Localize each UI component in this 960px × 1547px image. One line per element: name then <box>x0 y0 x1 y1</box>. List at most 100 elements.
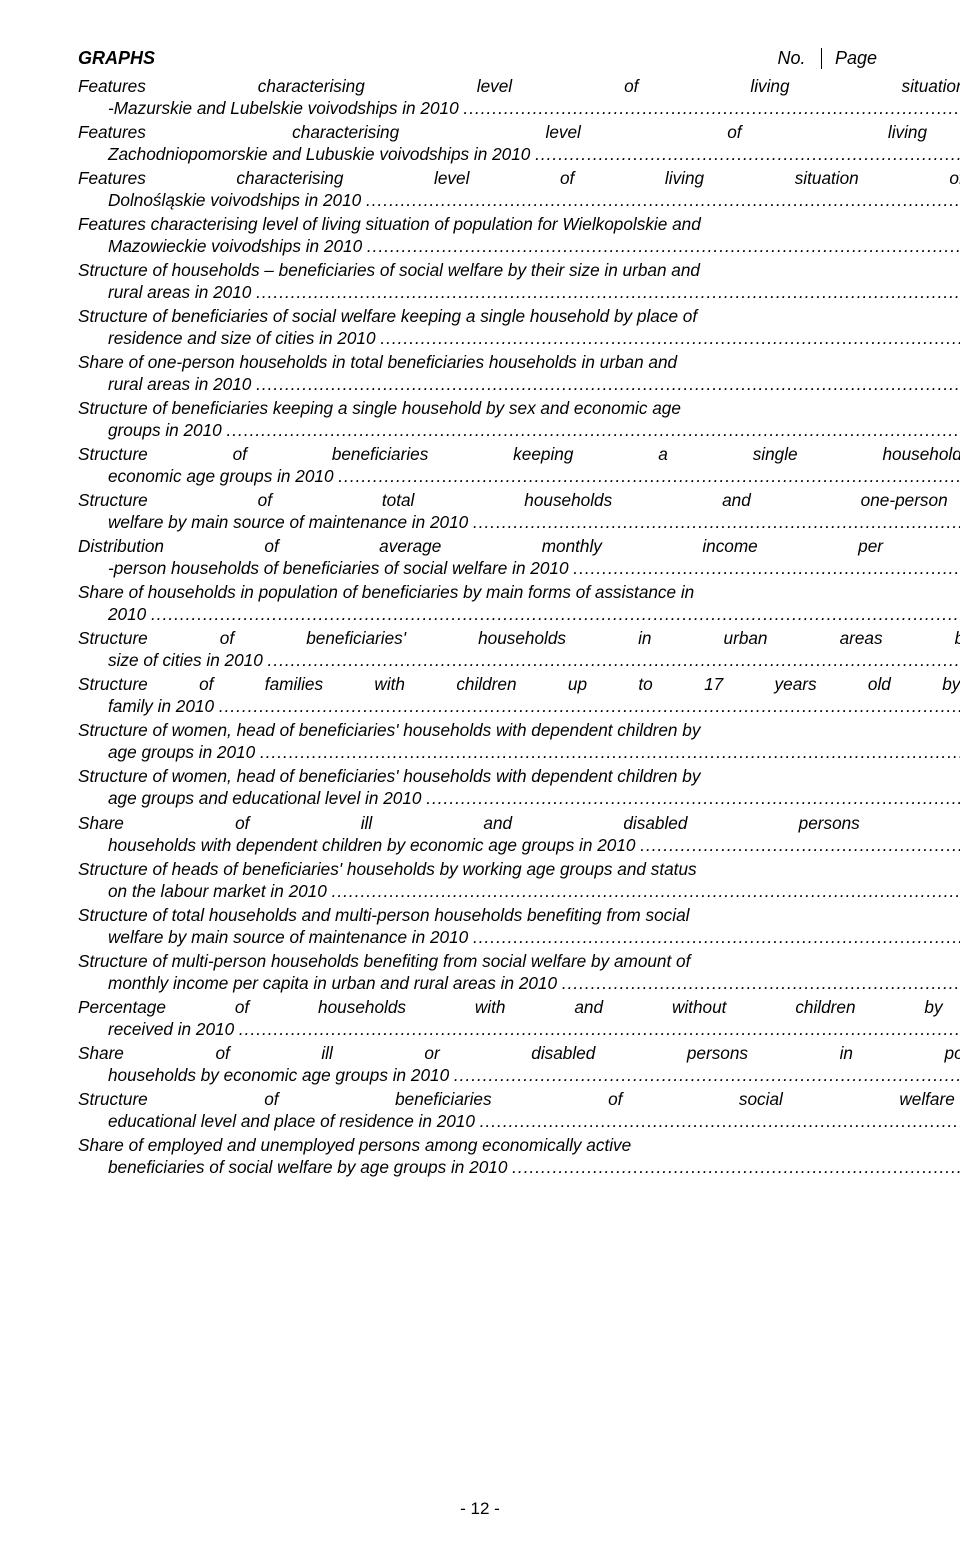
toc-entry-text: Structure of beneficiaries of social wel… <box>78 1088 960 1132</box>
leader-dots: ........................................… <box>473 511 960 533</box>
toc-entry: Structure of total households and one-pe… <box>78 489 882 533</box>
leader-dots: ........................................… <box>463 97 960 119</box>
leader-dots: ........................................… <box>535 143 960 165</box>
leader-dots: ........................................… <box>562 972 960 994</box>
toc-entry-text: Share of households in population of ben… <box>78 581 960 625</box>
leader-dots: ........................................… <box>260 741 960 763</box>
toc-line-last: groups in 2010 <box>108 419 227 441</box>
toc-line-last: 2010 <box>108 603 151 625</box>
toc-entry: Structure of total households and multi-… <box>78 904 882 948</box>
toc-entry: Structure of households – beneficiaries … <box>78 259 882 303</box>
toc-line: Structure of beneficiaries of social wel… <box>78 305 960 327</box>
toc-line-last: Zachodniopomorskie and Lubuskie voivodsh… <box>108 143 535 165</box>
toc-entry: Share of ill and disabled persons in pop… <box>78 812 882 856</box>
toc-entry-text: Structure of women, head of beneficiarie… <box>78 765 960 809</box>
toc-line-last: economic age groups in 2010 <box>108 465 338 487</box>
toc-entry: Distribution of average monthly income p… <box>78 535 882 579</box>
leader-dots: ........................................… <box>640 834 960 856</box>
toc-line-last: size of cities in 2010 <box>108 649 268 671</box>
toc-header-columns: No. Page <box>762 48 882 69</box>
toc-entry: Structure of beneficiaries' households i… <box>78 627 882 671</box>
toc-entry-text: Structure of total households and one-pe… <box>78 489 960 533</box>
toc-line: Features characterising level of living … <box>78 121 960 143</box>
toc-line-last: age groups in 2010 <box>108 741 260 763</box>
toc-line-last: households by economic age groups in 201… <box>108 1064 454 1086</box>
toc-entry-text: Structure of beneficiaries' households i… <box>78 627 960 671</box>
toc-entry: Structure of beneficiaries keeping a sin… <box>78 397 882 441</box>
leader-dots: ........................................… <box>332 880 960 902</box>
toc-entry: Features characterising level of living … <box>78 75 882 119</box>
toc-line: Structure of households – beneficiaries … <box>78 259 960 281</box>
leader-dots: ........................................… <box>227 419 960 441</box>
toc-entry-text: Percentage of households with and withou… <box>78 996 960 1040</box>
toc-entry-text: Structure of beneficiaries keeping a sin… <box>78 397 960 441</box>
page-number: - 12 - <box>0 1499 960 1519</box>
leader-dots: ........................................… <box>426 787 960 809</box>
leader-dots: ........................................… <box>239 1018 960 1040</box>
toc-line-last: received in 2010 <box>108 1018 239 1040</box>
toc-line: Features characterising level of living … <box>78 75 960 97</box>
leader-dots: ........................................… <box>366 189 960 211</box>
toc-line-last: -Mazurskie and Lubelskie voivodships in … <box>108 97 463 119</box>
toc-line: Structure of beneficiaries' households i… <box>78 627 960 649</box>
toc-line-last: rural areas in 2010 <box>108 373 256 395</box>
document-page: GRAPHS No. Page Features characterising … <box>0 0 960 1547</box>
toc-entry-text: Features characterising level of living … <box>78 213 960 257</box>
toc-line: Percentage of households with and withou… <box>78 996 960 1018</box>
toc-entry: Structure of beneficiaries of social wel… <box>78 305 882 349</box>
toc-line-last: educational level and place of residence… <box>108 1110 480 1132</box>
toc-entry: Features characterising level of living … <box>78 213 882 257</box>
toc-entry-text: Features characterising level of living … <box>78 75 960 119</box>
toc-line: Distribution of average monthly income p… <box>78 535 960 557</box>
toc-line-last: Mazowieckie voivodships in 2010 <box>108 235 367 257</box>
toc-line-last: welfare by main source of maintenance in… <box>108 511 473 533</box>
toc-line: Structure of women, head of beneficiarie… <box>78 765 960 787</box>
toc-line-last: residence and size of cities in 2010 <box>108 327 380 349</box>
toc-line: Share of ill or disabled persons in popu… <box>78 1042 960 1064</box>
toc-line: Share of employed and unemployed persons… <box>78 1134 960 1156</box>
leader-dots: ........................................… <box>219 695 960 717</box>
toc-line: Features characterising level of living … <box>78 167 960 189</box>
toc-entry-text: Share of one-person households in total … <box>78 351 960 395</box>
toc-entry: Structure of women, head of beneficiarie… <box>78 765 882 809</box>
toc-entry: Features characterising level of living … <box>78 167 882 211</box>
leader-dots: ........................................… <box>454 1064 960 1086</box>
toc-line: Structure of beneficiaries keeping a sin… <box>78 443 960 465</box>
toc-entry: Percentage of households with and withou… <box>78 996 882 1040</box>
leader-dots: ........................................… <box>256 281 960 303</box>
leader-dots: ........................................… <box>367 235 960 257</box>
toc-entry: Features characterising level of living … <box>78 121 882 165</box>
toc-line-last: beneficiaries of social welfare by age g… <box>108 1156 512 1178</box>
leader-dots: ........................................… <box>151 603 960 625</box>
toc-line-last: age groups and educational level in 2010 <box>108 787 426 809</box>
toc-title: GRAPHS <box>78 48 155 69</box>
toc-entry: Share of households in population of ben… <box>78 581 882 625</box>
leader-dots: ........................................… <box>512 1156 960 1178</box>
toc-entry-text: Features characterising level of living … <box>78 121 960 165</box>
toc-line-last: -person households of beneficiaries of s… <box>108 557 573 579</box>
toc-line: Features characterising level of living … <box>78 213 960 235</box>
toc-entry: Share of employed and unemployed persons… <box>78 1134 882 1178</box>
toc-entry: Structure of beneficiaries keeping a sin… <box>78 443 882 487</box>
toc-line-last: households with dependent children by ec… <box>108 834 640 856</box>
toc-entry-text: Structure of families with children up t… <box>78 673 960 717</box>
col-header-no: No. <box>762 48 822 69</box>
toc-entry: Structure of families with children up t… <box>78 673 882 717</box>
toc-line-last: rural areas in 2010 <box>108 281 256 303</box>
toc-line: Structure of total households and multi-… <box>78 904 960 926</box>
toc-entry: Structure of multi-person households ben… <box>78 950 882 994</box>
toc-entry-text: Structure of households – beneficiaries … <box>78 259 960 303</box>
toc-entry: Share of ill or disabled persons in popu… <box>78 1042 882 1086</box>
toc-body: Features characterising level of living … <box>78 75 882 1178</box>
col-header-page: Page <box>822 48 882 69</box>
toc-entry-text: Share of employed and unemployed persons… <box>78 1134 960 1178</box>
toc-line: Structure of heads of beneficiaries' hou… <box>78 858 960 880</box>
toc-line-last: welfare by main source of maintenance in… <box>108 926 473 948</box>
leader-dots: ........................................… <box>256 373 960 395</box>
leader-dots: ........................................… <box>380 327 960 349</box>
toc-header-row: GRAPHS No. Page <box>78 48 882 69</box>
toc-line-last: Dolnośląskie voivodships in 2010 <box>108 189 366 211</box>
toc-entry: Structure of beneficiaries of social wel… <box>78 1088 882 1132</box>
toc-line: Structure of total households and one-pe… <box>78 489 960 511</box>
toc-entry-text: Distribution of average monthly income p… <box>78 535 960 579</box>
